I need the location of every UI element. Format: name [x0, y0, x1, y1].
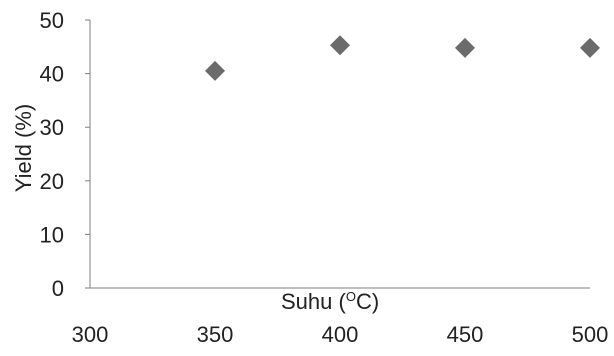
y-tick-label: 20	[40, 169, 64, 194]
x-tick-label: 400	[322, 322, 359, 347]
tick-labels: 0 10 20 30 40 50 300 350 400 450 500	[40, 8, 609, 347]
y-tick-label: 10	[40, 222, 64, 247]
axes	[85, 19, 590, 289]
x-tick-label: 300	[72, 322, 109, 347]
x-tick-label: 350	[197, 322, 234, 347]
x-axis-title-degree: O	[346, 289, 356, 304]
y-tick-label: 50	[40, 8, 64, 33]
data-point-diamond	[580, 37, 600, 58]
y-axis-title: Yield (%)	[11, 104, 36, 192]
y-tick-label: 30	[40, 115, 64, 140]
data-point-diamond	[330, 35, 350, 56]
x-axis-title: Suhu (OC)	[281, 289, 379, 314]
data-points	[205, 35, 600, 81]
x-axis-title-main: Suhu (	[281, 289, 346, 314]
x-axis-title-unit: C)	[356, 289, 379, 314]
x-tick-label: 450	[447, 322, 484, 347]
data-point-diamond	[455, 37, 475, 58]
data-point-diamond	[205, 60, 225, 81]
y-tick-label: 0	[52, 276, 64, 301]
y-tick-label: 40	[40, 62, 64, 87]
x-tick-label: 500	[572, 322, 609, 347]
